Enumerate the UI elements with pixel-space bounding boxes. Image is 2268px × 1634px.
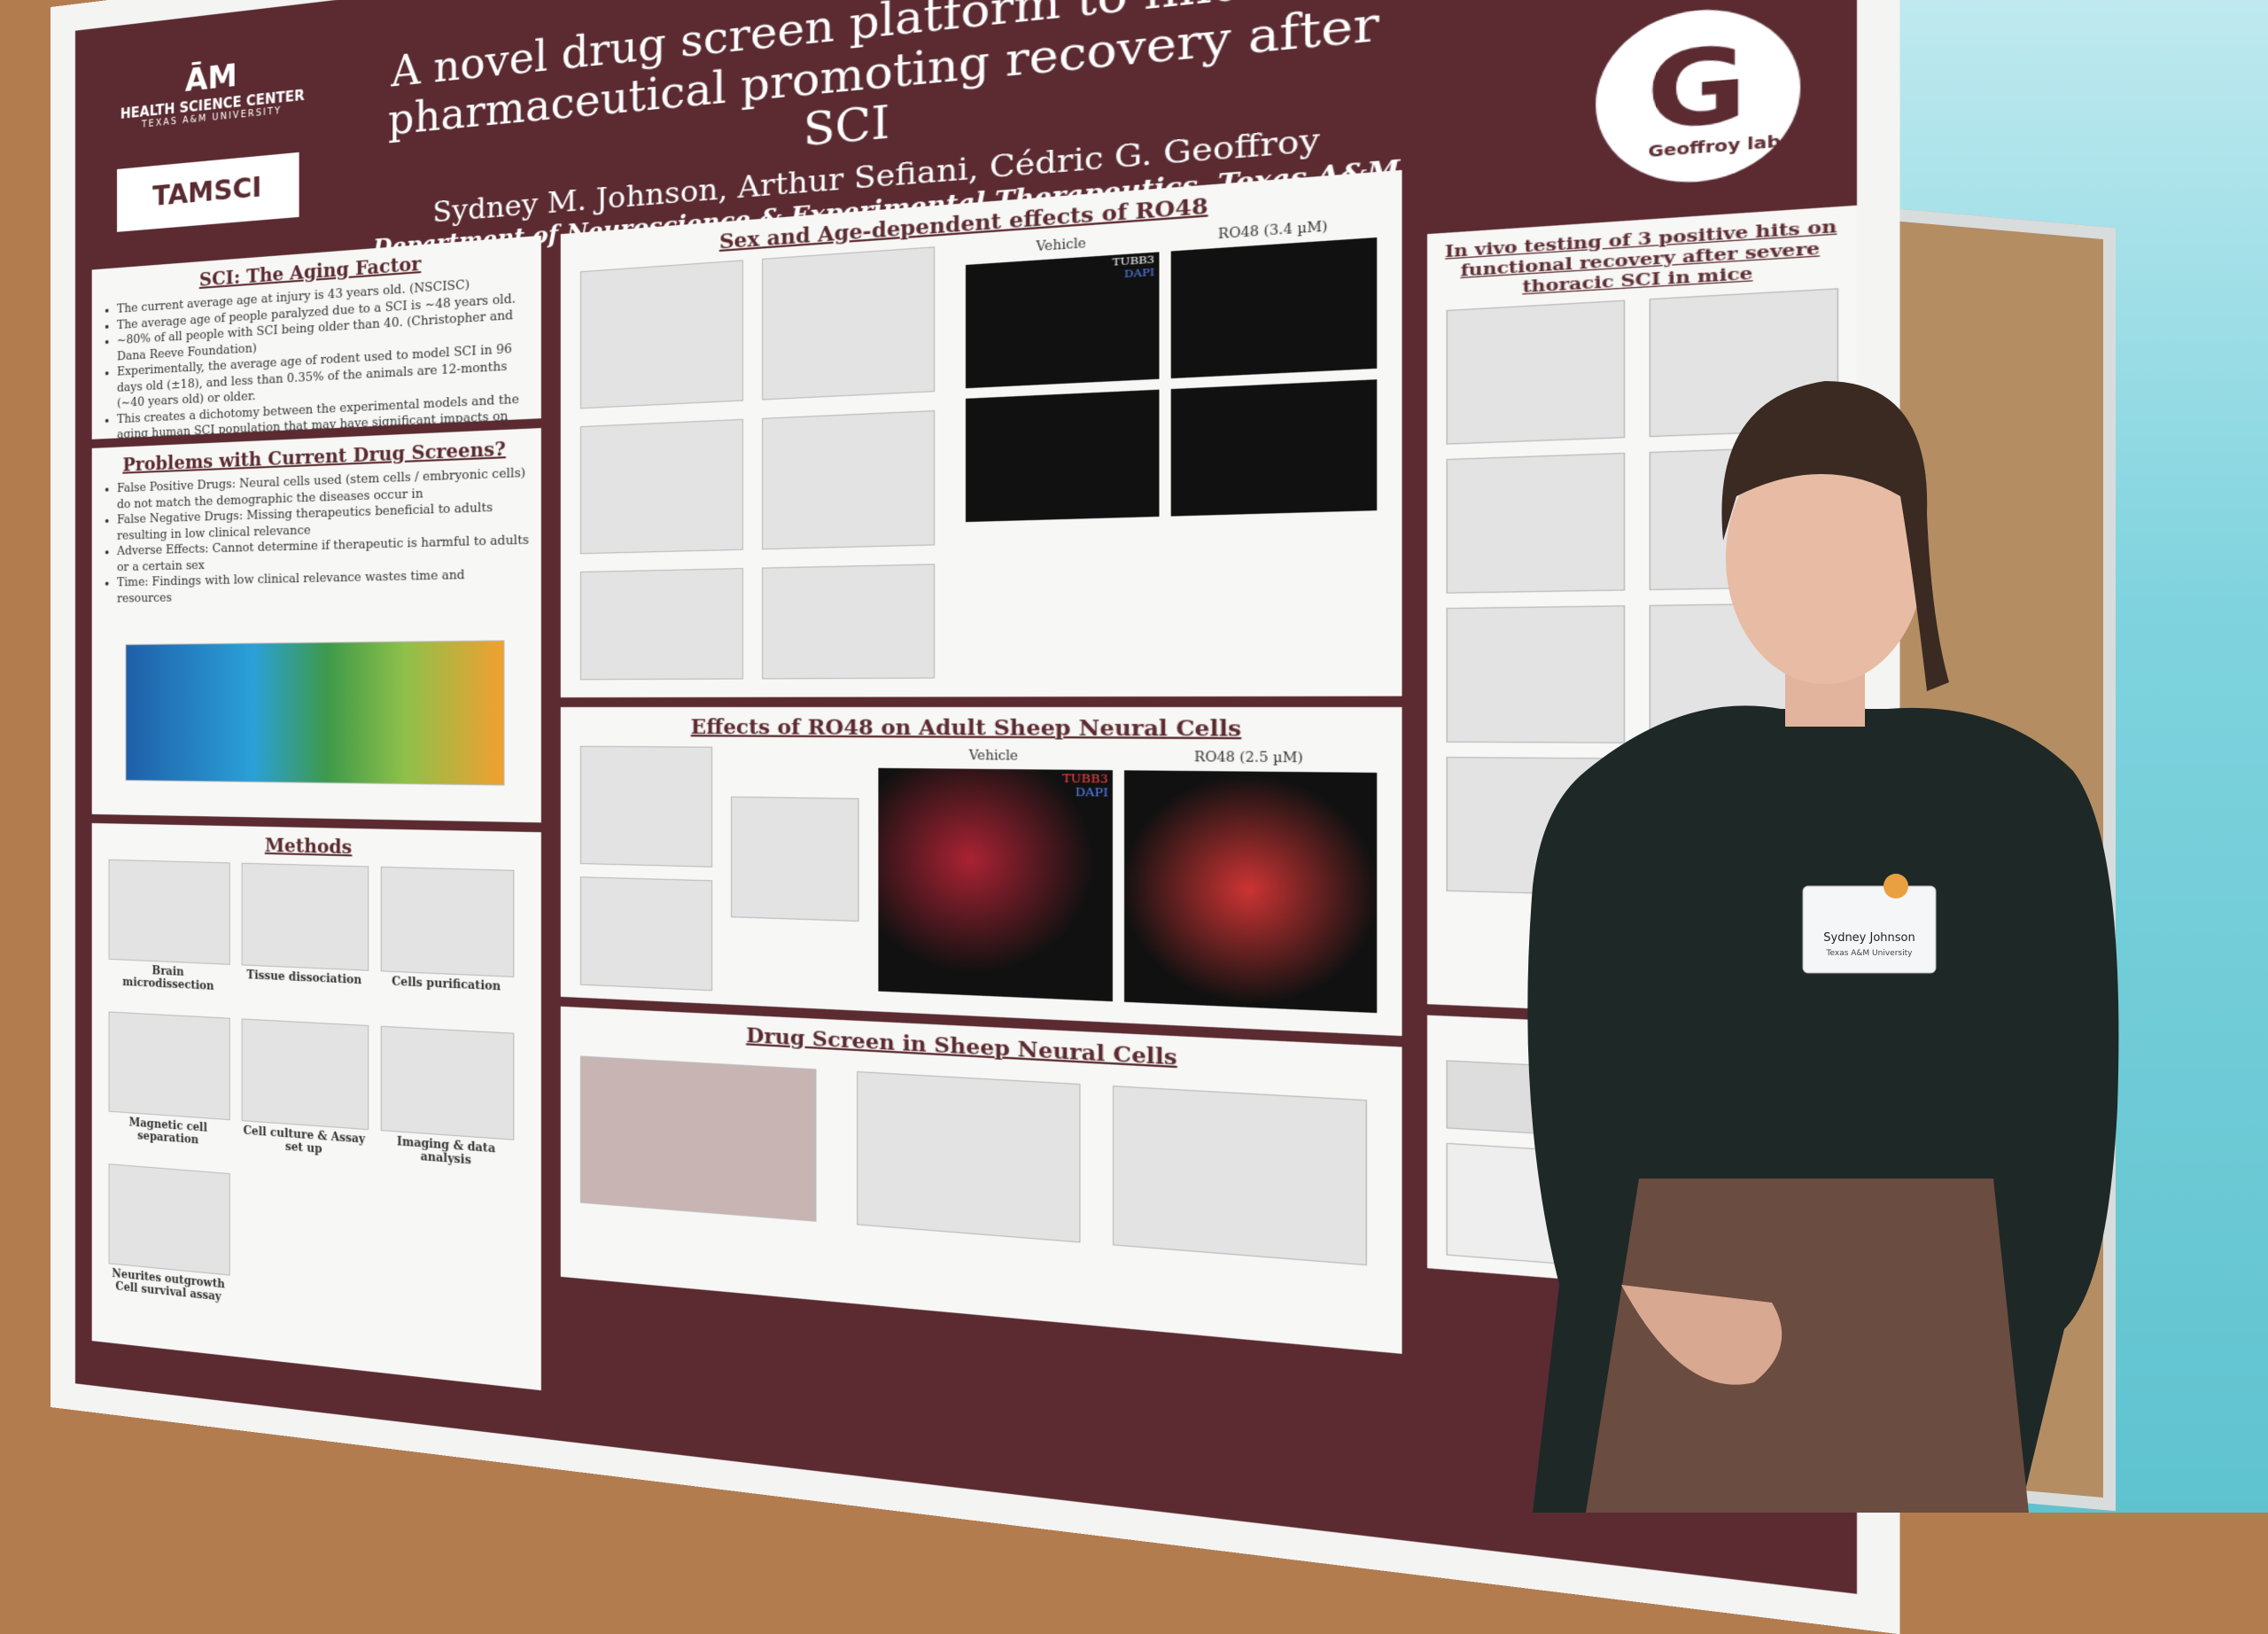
hands (1621, 1285, 1783, 1385)
badge (1802, 885, 1937, 974)
badge-name: Sydney Johnson (1823, 931, 1915, 945)
badge-org: Texas A&M University (1826, 949, 1914, 958)
trousers (1586, 1179, 2029, 1513)
photo: ĀM HEALTH SCIENCE CENTER TEXAS A&M UNIVE… (0, 0, 2268, 1513)
hair (1721, 381, 1949, 691)
pin (1884, 874, 1908, 899)
person: Sydney Johnson Texas A&M University (1527, 381, 2119, 1513)
face (1726, 432, 1924, 684)
